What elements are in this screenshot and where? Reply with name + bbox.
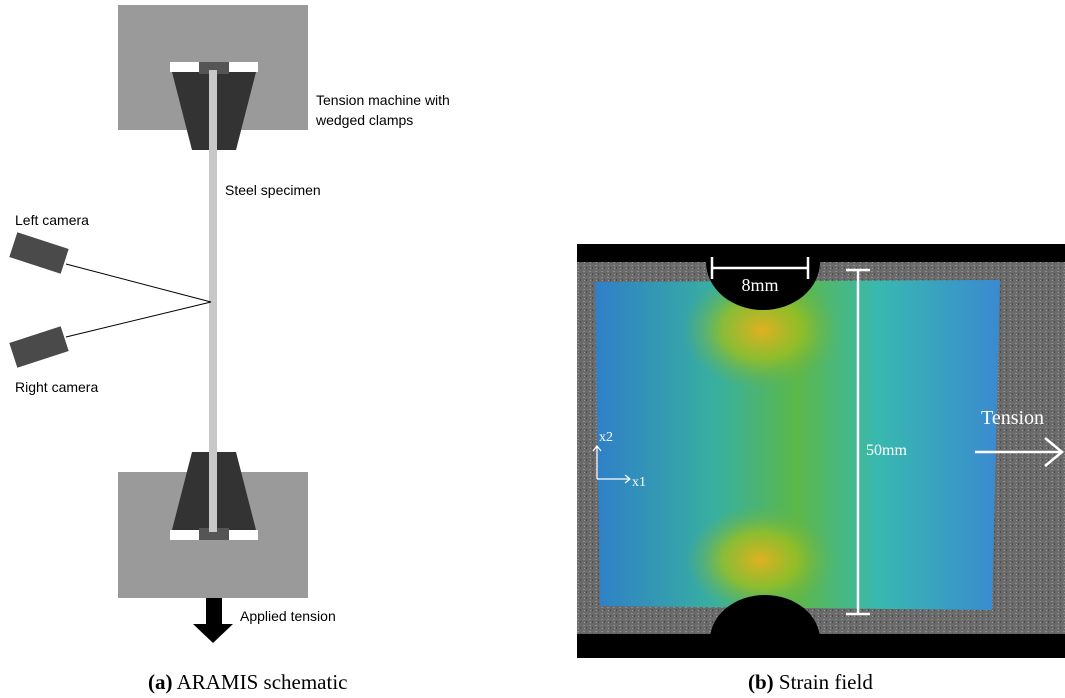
axis-x2: x2 — [599, 430, 613, 445]
strain-image: 8mm 50mm Tension x1 x2 — [577, 244, 1065, 658]
right-camera-label: Right camera — [15, 377, 98, 397]
caption-label: (b) — [748, 670, 774, 694]
left-camera-label: Left camera — [15, 210, 89, 230]
caption-text: ARAMIS schematic — [177, 670, 348, 694]
caption-a: (a) ARAMIS schematic — [148, 670, 348, 695]
specimen — [209, 70, 217, 532]
figure-graphics: 8mm 50mm Tension x1 x2 — [0, 0, 1065, 698]
machine-label-line: wedged clamps — [316, 110, 413, 130]
right-camera — [9, 326, 68, 367]
specimen-label: Steel specimen — [225, 180, 321, 200]
tension-label: Tension — [981, 407, 1044, 429]
height-label: 50mm — [866, 442, 907, 459]
caption-text: Strain field — [779, 670, 873, 694]
view-line — [66, 264, 211, 302]
caption-label: (a) — [148, 670, 173, 694]
left-camera — [9, 232, 68, 273]
view-line — [66, 302, 211, 337]
caption-b: (b) Strain field — [748, 670, 873, 695]
schematic — [9, 5, 308, 643]
figure: 8mm 50mm Tension x1 x2 Tension machine w… — [0, 0, 1065, 698]
width-label: 8mm — [741, 275, 778, 295]
applied-label: Applied tension — [240, 606, 336, 626]
axis-x1: x1 — [632, 475, 646, 490]
arrow-shaft — [206, 598, 222, 624]
machine-label-line: Tension machine with — [316, 90, 450, 110]
arrow-head — [193, 624, 233, 643]
